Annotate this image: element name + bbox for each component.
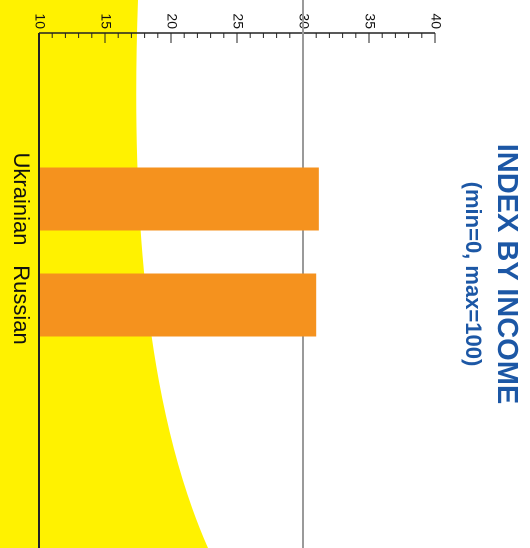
chart-subtitle: (min=0, max=100) bbox=[461, 182, 486, 367]
bars bbox=[38, 167, 319, 337]
x-tick-label: 10 bbox=[32, 13, 48, 29]
x-tick-label: 20 bbox=[164, 13, 180, 29]
x-tick-label: 25 bbox=[230, 13, 246, 29]
chart-title: INDEX BY INCOME bbox=[491, 144, 523, 405]
bar bbox=[39, 167, 319, 231]
category-label: Russian bbox=[9, 265, 34, 344]
category-labels: Ukrainian Russian bbox=[9, 153, 34, 345]
x-tick-label: 40 bbox=[428, 13, 444, 29]
x-tick-label: 35 bbox=[362, 13, 378, 29]
title-group: INDEX BY INCOME (min=0, max=100) bbox=[461, 144, 523, 405]
category-label: Ukrainian bbox=[9, 153, 34, 246]
x-tick-label: 30 bbox=[296, 13, 312, 29]
x-tick-label: 15 bbox=[98, 13, 114, 29]
bar bbox=[38, 273, 317, 337]
